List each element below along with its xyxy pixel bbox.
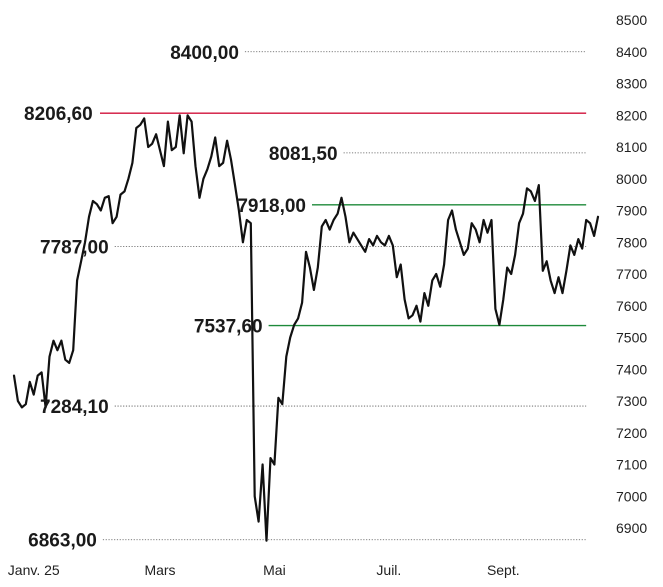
annotation-label: 8206,60 <box>24 104 93 125</box>
y-tick-label: 8400 <box>616 44 647 60</box>
x-tick-label: Juil. <box>376 562 401 578</box>
y-tick-label: 8000 <box>616 171 647 187</box>
annotation-label: 8081,50 <box>269 144 338 165</box>
annotation-label: 7787,00 <box>40 237 109 258</box>
y-tick-label: 7100 <box>616 457 647 473</box>
y-tick-label: 7800 <box>616 234 647 250</box>
x-tick-label: Janv. 25 <box>8 562 60 578</box>
annotation-label: 7918,00 <box>237 196 306 217</box>
annotation-labels: 8400,00 8206,60 8081,50 7918,00 7787,00 7537,… <box>24 43 338 552</box>
reference-lines <box>100 51 587 541</box>
y-tick-label: 8200 <box>616 107 647 123</box>
x-axis: Janv. 25 Mars Mai Juil. Sept. <box>8 562 520 578</box>
x-tick-label: Sept. <box>487 562 520 578</box>
y-tick-label: 7200 <box>616 425 647 441</box>
y-tick-label: 7600 <box>616 298 647 314</box>
annotation-label: 7537,60 <box>194 317 263 338</box>
y-tick-label: 7000 <box>616 488 647 504</box>
y-tick-label: 8500 <box>616 12 647 28</box>
y-tick-label: 8300 <box>616 76 647 92</box>
series-line <box>12 114 600 542</box>
y-tick-label: 8100 <box>616 139 647 155</box>
y-axis: 8500 8400 8300 8200 8100 8000 7900 7800 7700 7600… <box>616 12 647 536</box>
y-tick-label: 7700 <box>616 266 647 282</box>
y-tick-label: 6900 <box>616 520 647 536</box>
y-tick-label: 7400 <box>616 361 647 377</box>
x-tick-label: Mars <box>144 562 175 578</box>
annotation-label: 6863,00 <box>28 531 97 552</box>
y-tick-label: 7900 <box>616 203 647 219</box>
series-group <box>12 114 600 542</box>
y-tick-label: 7300 <box>616 393 647 409</box>
y-tick-label: 7500 <box>616 330 647 346</box>
x-tick-label: Mai <box>263 562 286 578</box>
annotation-label: 8400,00 <box>170 43 239 64</box>
annotation-label: 7284,10 <box>40 397 109 418</box>
